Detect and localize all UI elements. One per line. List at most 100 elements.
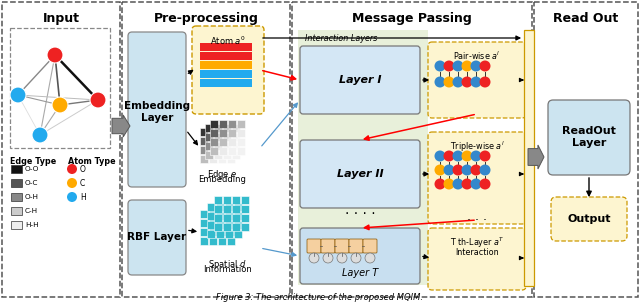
Bar xyxy=(205,151,213,159)
Bar xyxy=(200,52,252,60)
Circle shape xyxy=(67,178,77,188)
Circle shape xyxy=(461,151,472,161)
Circle shape xyxy=(351,253,361,263)
Bar xyxy=(209,128,217,136)
Bar xyxy=(234,212,242,220)
Bar xyxy=(219,129,227,137)
Bar xyxy=(207,221,215,229)
FancyBboxPatch shape xyxy=(428,132,526,224)
Bar xyxy=(227,128,235,136)
Circle shape xyxy=(435,179,445,189)
Bar xyxy=(218,137,226,145)
FancyBboxPatch shape xyxy=(298,30,428,285)
Bar xyxy=(209,146,217,154)
Text: Information: Information xyxy=(203,265,252,274)
Circle shape xyxy=(479,164,490,176)
Bar xyxy=(200,210,208,218)
Bar xyxy=(210,120,218,128)
Bar xyxy=(11,165,22,173)
Text: Message Passing: Message Passing xyxy=(352,12,472,25)
FancyBboxPatch shape xyxy=(548,100,630,175)
Bar xyxy=(225,212,233,220)
Text: Interaction Layers: Interaction Layers xyxy=(305,34,377,43)
Bar xyxy=(232,214,240,222)
Bar xyxy=(216,230,224,238)
Bar xyxy=(241,196,249,204)
Circle shape xyxy=(470,179,481,189)
Bar xyxy=(200,128,208,136)
Circle shape xyxy=(444,179,454,189)
Bar xyxy=(200,155,208,163)
Bar xyxy=(227,146,235,154)
FancyBboxPatch shape xyxy=(349,239,363,253)
Bar xyxy=(209,155,217,163)
Bar xyxy=(223,124,231,132)
Bar xyxy=(200,237,208,245)
Bar xyxy=(218,146,226,154)
Text: Pre-processing: Pre-processing xyxy=(154,12,259,25)
Bar xyxy=(200,137,208,145)
FancyBboxPatch shape xyxy=(363,239,377,253)
Text: O: O xyxy=(80,164,86,173)
Bar xyxy=(232,196,240,204)
Circle shape xyxy=(461,60,472,71)
Text: Atom Type: Atom Type xyxy=(68,157,116,166)
Bar xyxy=(225,230,233,238)
Text: C: C xyxy=(80,179,85,188)
Bar xyxy=(210,147,218,155)
Bar xyxy=(216,212,224,220)
FancyBboxPatch shape xyxy=(300,140,420,208)
Bar xyxy=(241,223,249,231)
Bar xyxy=(241,214,249,222)
Bar xyxy=(214,124,222,132)
Bar xyxy=(237,138,245,146)
Circle shape xyxy=(435,60,445,71)
Circle shape xyxy=(365,253,375,263)
Bar xyxy=(234,203,242,211)
Circle shape xyxy=(435,151,445,161)
Bar xyxy=(200,43,252,51)
Bar xyxy=(218,155,226,163)
Bar xyxy=(219,147,227,155)
Text: Input: Input xyxy=(42,12,79,25)
Circle shape xyxy=(444,164,454,176)
Bar xyxy=(232,124,240,132)
Bar xyxy=(200,79,252,87)
Circle shape xyxy=(452,76,463,87)
Bar xyxy=(214,151,222,159)
Circle shape xyxy=(461,179,472,189)
Bar xyxy=(228,129,236,137)
FancyBboxPatch shape xyxy=(300,46,420,114)
Text: T th-Layer $a^T$: T th-Layer $a^T$ xyxy=(450,236,504,250)
Bar xyxy=(216,203,224,211)
Bar xyxy=(207,230,215,238)
Bar xyxy=(232,151,240,159)
Bar xyxy=(218,219,226,227)
Text: · · ·: · · · xyxy=(467,213,487,226)
Text: ReadOut
Layer: ReadOut Layer xyxy=(562,126,616,148)
Circle shape xyxy=(444,60,454,71)
Bar xyxy=(223,151,231,159)
Bar xyxy=(205,133,213,141)
Bar xyxy=(241,205,249,213)
Bar xyxy=(232,142,240,150)
Circle shape xyxy=(452,179,463,189)
FancyBboxPatch shape xyxy=(128,200,186,275)
Bar xyxy=(232,205,240,213)
Text: Figure 3: The architecture of the proposed MQIM.: Figure 3: The architecture of the propos… xyxy=(216,293,424,302)
Bar xyxy=(209,219,217,227)
Bar xyxy=(228,120,236,128)
Bar xyxy=(214,214,222,222)
Circle shape xyxy=(444,151,454,161)
Text: Edge Type: Edge Type xyxy=(10,157,56,166)
Circle shape xyxy=(52,97,68,113)
Bar xyxy=(237,129,245,137)
Circle shape xyxy=(461,164,472,176)
Bar xyxy=(210,138,218,146)
Bar xyxy=(214,133,222,141)
Text: Embedding
Layer: Embedding Layer xyxy=(124,101,190,123)
Circle shape xyxy=(309,253,319,263)
Circle shape xyxy=(32,127,48,143)
FancyBboxPatch shape xyxy=(300,228,420,284)
Bar xyxy=(216,221,224,229)
